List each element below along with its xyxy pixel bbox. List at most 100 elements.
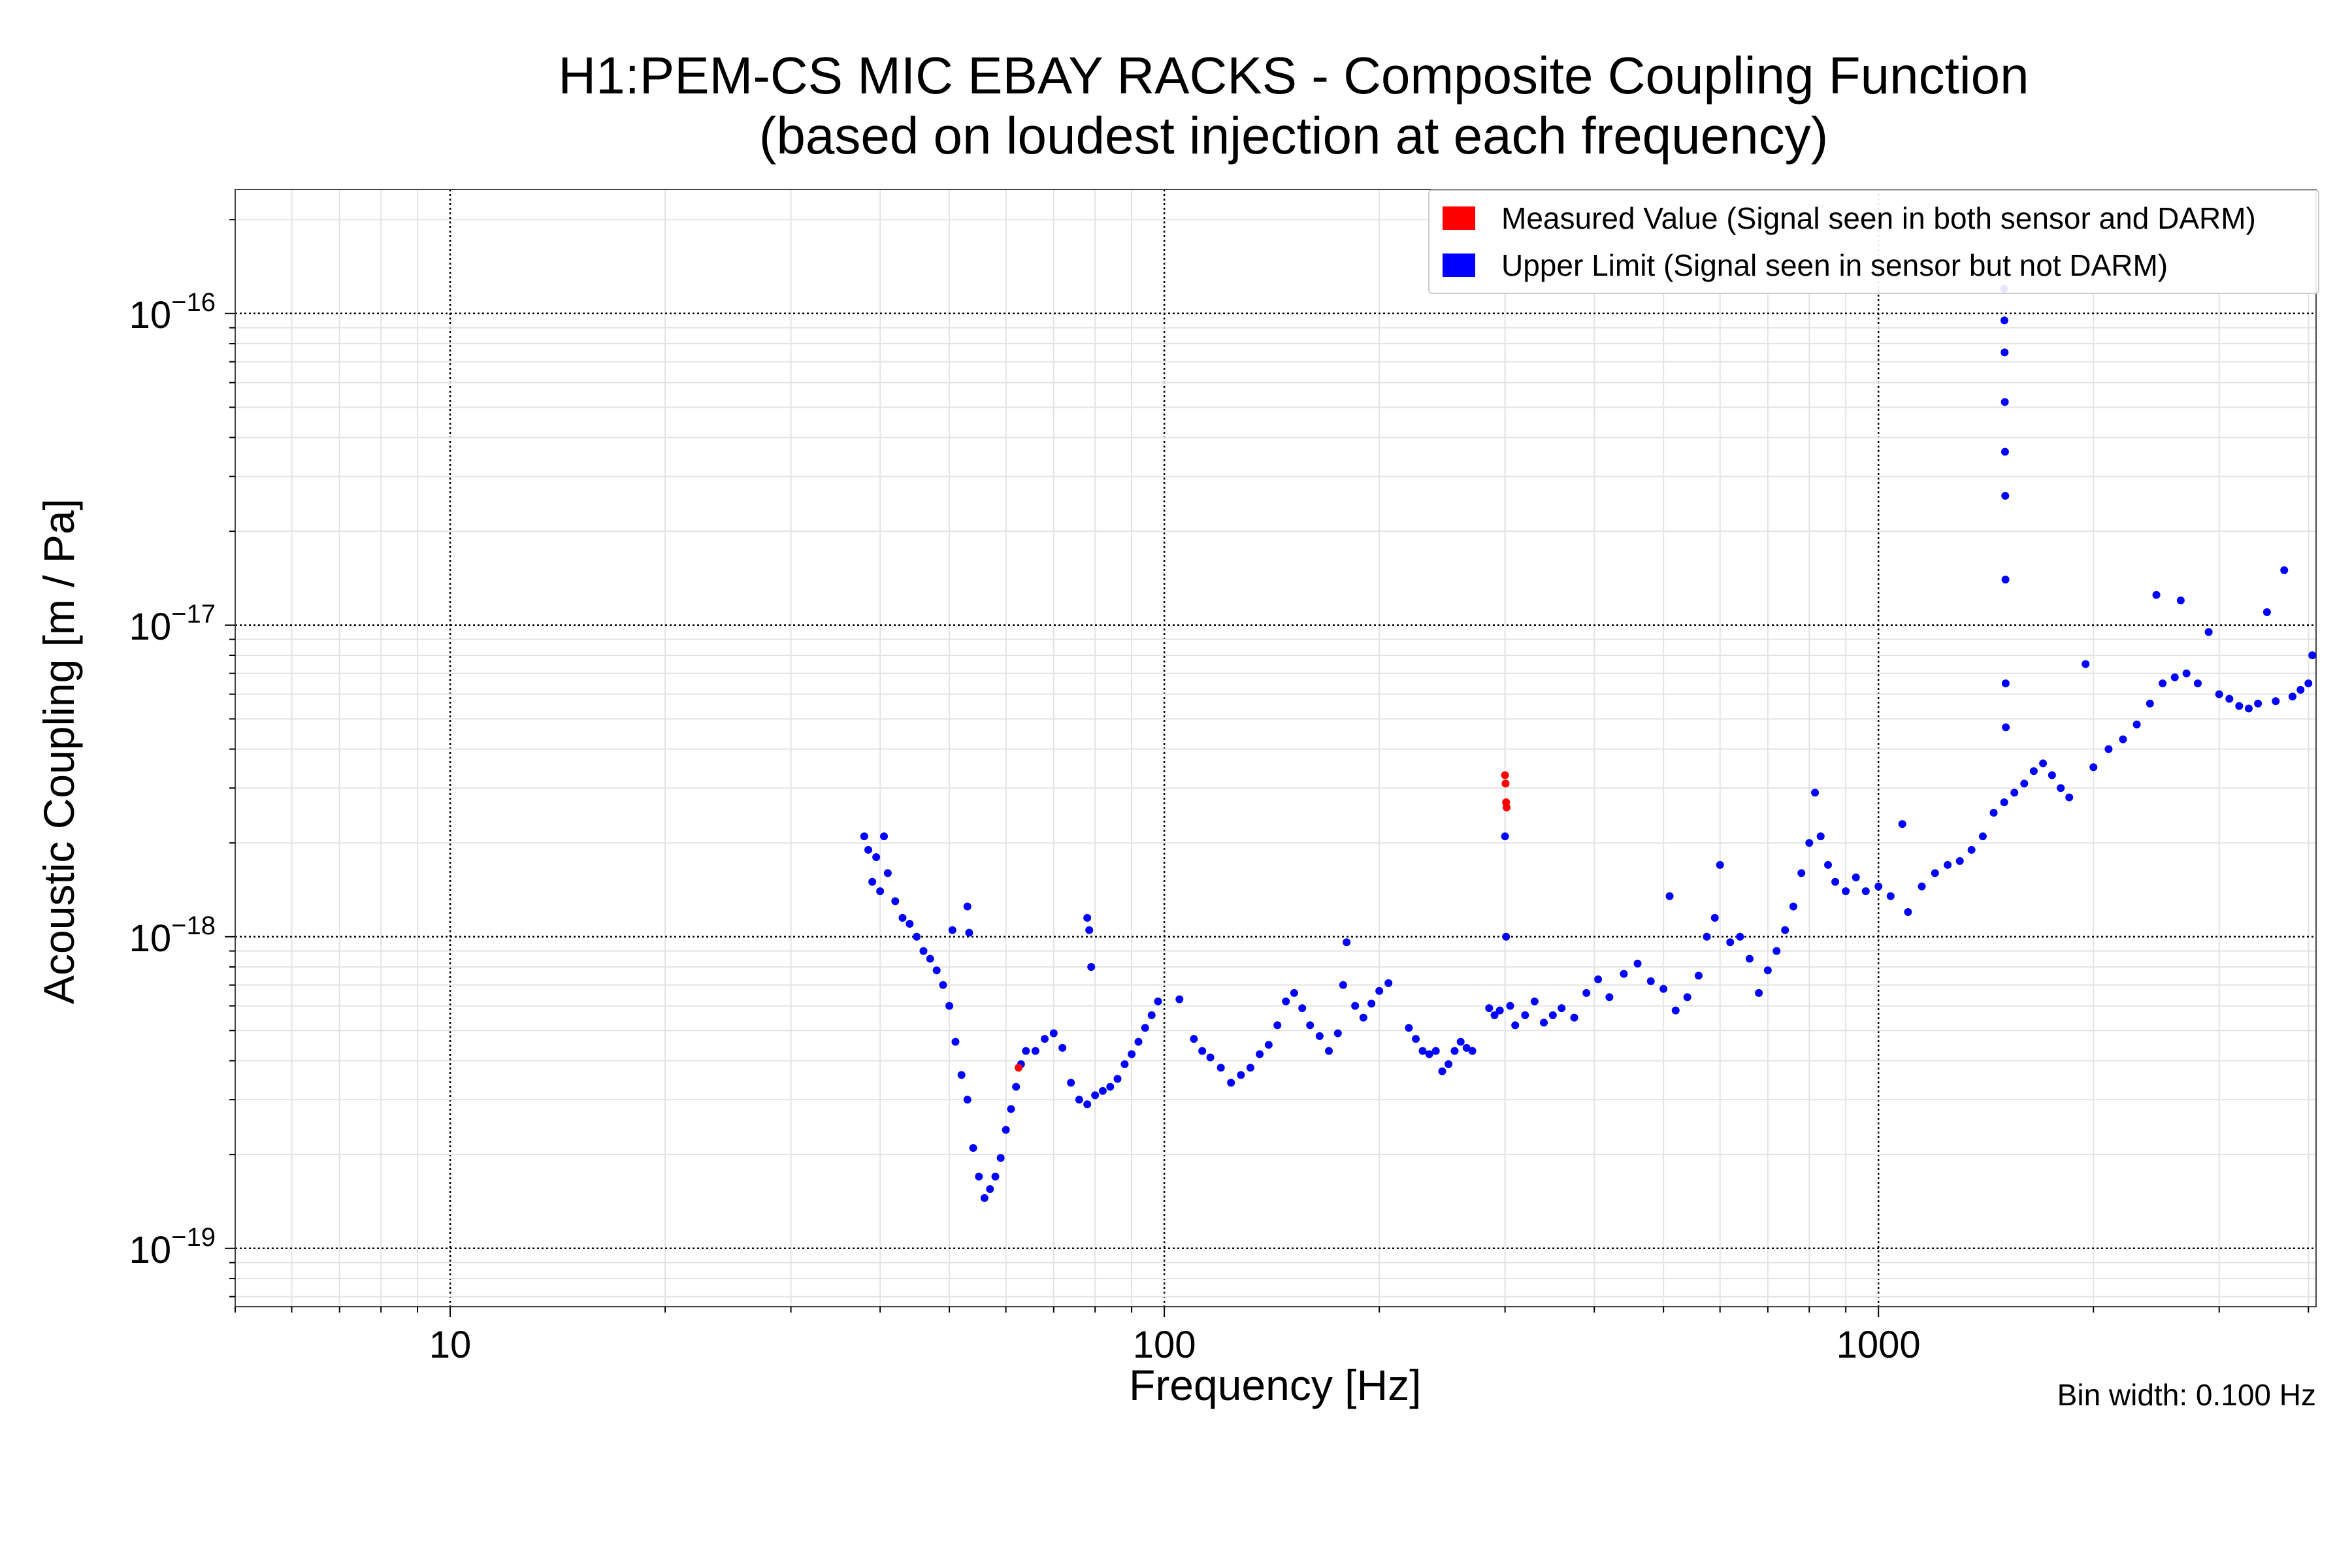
data-point bbox=[1816, 832, 1825, 841]
data-point bbox=[1041, 1035, 1049, 1043]
data-point bbox=[1511, 1021, 1520, 1030]
data-point bbox=[1091, 1091, 1100, 1100]
data-point bbox=[1659, 985, 1668, 993]
legend-item-upper-limit: Upper Limit (Signal seen in sensor but n… bbox=[1443, 246, 2168, 285]
data-point bbox=[1540, 1019, 1548, 1027]
data-point bbox=[2304, 679, 2313, 688]
data-point bbox=[1375, 987, 1384, 995]
data-point bbox=[2001, 348, 2009, 357]
chart-title-line-2: (based on loudest injection at each freq… bbox=[759, 106, 1829, 165]
data-point bbox=[1282, 997, 1290, 1005]
data-point bbox=[1805, 839, 1814, 847]
data-point bbox=[1874, 882, 1883, 890]
data-point bbox=[1490, 1011, 1499, 1019]
data-point bbox=[1755, 988, 1763, 997]
data-point bbox=[1495, 1006, 1504, 1015]
data-point bbox=[1797, 869, 1806, 877]
data-point bbox=[945, 1002, 954, 1010]
data-point bbox=[1367, 1000, 1376, 1008]
data-point bbox=[1431, 1047, 1440, 1055]
data-point bbox=[1683, 993, 1691, 1002]
grid bbox=[235, 189, 2316, 1307]
data-point bbox=[1007, 1105, 1015, 1113]
data-point bbox=[1418, 1047, 1427, 1055]
data-point bbox=[1339, 981, 1347, 989]
data-point bbox=[1384, 979, 1393, 987]
data-point bbox=[1217, 1064, 1225, 1072]
data-point bbox=[1306, 1021, 1315, 1030]
data-point bbox=[1548, 1011, 1557, 1019]
data-point bbox=[1904, 908, 1912, 917]
data-point bbox=[2288, 693, 2296, 701]
data-point bbox=[1726, 938, 1735, 947]
data-point bbox=[1842, 887, 1850, 896]
data-point bbox=[2235, 702, 2244, 710]
data-point bbox=[1811, 789, 1820, 797]
data-point bbox=[2170, 673, 2179, 681]
legend-label-measured: Measured Value (Signal seen in both sens… bbox=[1501, 201, 2256, 235]
data-point bbox=[1671, 1006, 1680, 1015]
data-point bbox=[1605, 993, 1614, 1002]
data-point bbox=[1315, 1032, 1324, 1040]
data-point bbox=[1710, 913, 1719, 922]
data-point bbox=[1831, 877, 1840, 886]
data-point bbox=[891, 897, 900, 906]
data-point bbox=[1256, 1050, 1264, 1058]
data-point bbox=[1113, 1075, 1122, 1083]
data-point bbox=[864, 845, 872, 854]
data-point bbox=[1075, 1096, 1083, 1104]
data-point bbox=[1501, 779, 1510, 788]
data-point bbox=[860, 832, 868, 841]
data-point bbox=[1763, 966, 1772, 975]
data-point bbox=[1450, 1047, 1459, 1055]
data-point bbox=[1438, 1067, 1446, 1075]
data-point bbox=[2193, 679, 2202, 688]
data-point bbox=[1359, 1013, 1367, 1022]
data-point bbox=[1502, 932, 1511, 941]
data-point bbox=[1703, 932, 1711, 941]
data-point bbox=[2159, 679, 2167, 688]
data-point bbox=[1206, 1053, 1215, 1062]
data-point bbox=[2001, 679, 2010, 688]
legend-item-measured: Measured Value (Signal seen in both sens… bbox=[1443, 199, 2256, 238]
data-point bbox=[975, 1172, 983, 1181]
data-point bbox=[1351, 1002, 1360, 1010]
data-point bbox=[1128, 1050, 1136, 1058]
y-tick-label: 10−17 bbox=[129, 600, 216, 648]
data-point bbox=[1944, 860, 1952, 869]
legend-swatch-measured bbox=[1443, 206, 1475, 230]
data-point bbox=[2001, 398, 2009, 406]
data-point bbox=[1824, 860, 1833, 869]
data-point bbox=[906, 920, 914, 928]
data-point bbox=[2296, 685, 2305, 694]
data-point bbox=[1227, 1079, 1235, 1087]
data-point bbox=[919, 947, 928, 955]
data-point bbox=[2089, 763, 2098, 772]
data-point bbox=[2010, 789, 2019, 797]
data-point bbox=[1501, 771, 1509, 779]
data-point bbox=[2146, 699, 2154, 708]
data-point bbox=[2104, 745, 2113, 753]
data-point bbox=[2132, 720, 2141, 728]
data-point bbox=[1558, 1004, 1566, 1013]
data-point bbox=[1154, 997, 1162, 1005]
data-point bbox=[2262, 608, 2271, 617]
data-point bbox=[1445, 1060, 1453, 1068]
data-point bbox=[1789, 902, 1797, 911]
data-point bbox=[1198, 1047, 1207, 1055]
y-axis-label: Acoustic Coupling [m / Pa] bbox=[35, 498, 83, 1005]
data-point bbox=[963, 902, 972, 911]
data-point bbox=[2308, 651, 2317, 660]
data-point bbox=[1085, 926, 1094, 934]
data-point bbox=[1049, 1029, 1058, 1037]
data-point bbox=[1273, 1021, 1282, 1030]
data-point bbox=[1083, 1100, 1092, 1109]
data-point bbox=[1343, 938, 1351, 947]
data-point bbox=[2002, 723, 2010, 732]
data-point bbox=[1967, 845, 1976, 854]
data-point bbox=[1931, 869, 1939, 877]
data-point bbox=[1955, 857, 1964, 865]
data-point bbox=[1002, 1126, 1010, 1134]
data-point bbox=[926, 955, 934, 963]
